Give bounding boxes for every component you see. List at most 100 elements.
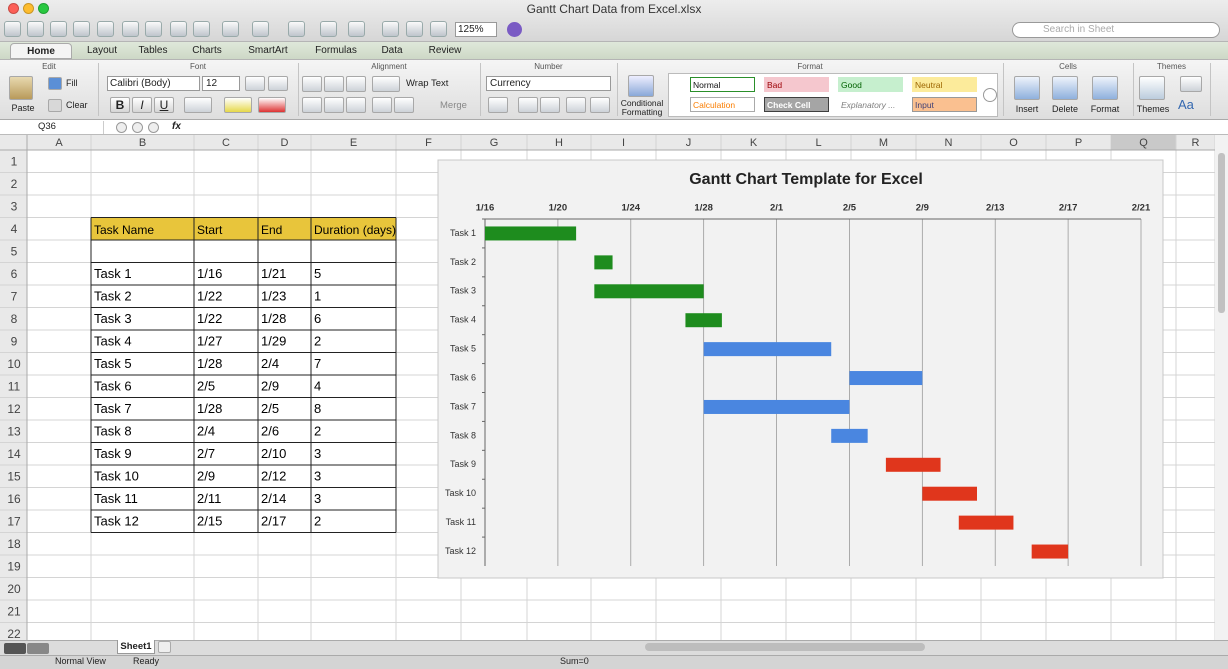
cell-style[interactable]: Neutral — [912, 77, 977, 92]
ribbon-tab[interactable]: Home — [10, 43, 72, 59]
toolbar-icon[interactable] — [288, 21, 305, 37]
ribbon-icon[interactable] — [372, 97, 392, 113]
y-tick-label: Task 11 — [446, 517, 476, 527]
number-format[interactable]: Currency — [486, 76, 611, 91]
ribbon-icon[interactable] — [566, 97, 586, 113]
search-box[interactable]: Search in Sheet — [1012, 22, 1220, 38]
zoom-box[interactable]: 125% — [455, 22, 497, 37]
ribbon-icon[interactable] — [1014, 76, 1040, 100]
gantt-bar — [958, 515, 1014, 530]
ribbon-tab[interactable]: Data — [381, 45, 403, 56]
toolbar-icon[interactable] — [430, 21, 447, 37]
ribbon-label[interactable]: Clear — [66, 100, 88, 110]
ribbon-icon[interactable] — [518, 97, 538, 113]
window-button[interactable] — [8, 3, 19, 14]
toolbar-icon[interactable] — [252, 21, 269, 37]
ribbon-tab[interactable]: Formulas — [315, 45, 357, 56]
toolbar-icon[interactable] — [320, 21, 337, 37]
ribbon-icon[interactable] — [346, 76, 366, 92]
fx-label[interactable]: fx — [172, 121, 181, 132]
ribbon-icon[interactable] — [224, 97, 252, 113]
ribbon-icon[interactable] — [48, 77, 62, 90]
ribbon-label[interactable]: Paste — [11, 103, 35, 113]
ribbon-icon[interactable] — [184, 97, 212, 113]
ribbon-group-label: Themes — [1157, 62, 1186, 71]
ribbon-tab[interactable]: SmartArt — [248, 45, 288, 56]
toolbar-icon[interactable] — [406, 21, 423, 37]
ribbon-label[interactable]: Insert — [1015, 104, 1039, 114]
formula-icon[interactable] — [132, 122, 143, 133]
font-style-button[interactable]: U — [154, 97, 174, 113]
cell-style[interactable]: Calculation — [690, 97, 755, 112]
ribbon-tab[interactable]: Tables — [138, 45, 168, 56]
cell-style[interactable]: Explanatory ... — [838, 97, 903, 112]
ribbon-icon[interactable] — [540, 97, 560, 113]
ribbon-label[interactable]: Merge — [440, 100, 467, 111]
help-icon[interactable] — [507, 22, 522, 37]
ribbon-icon[interactable] — [302, 97, 322, 113]
ribbon-icon[interactable] — [48, 99, 62, 112]
ribbon-label[interactable]: Wrap Text — [406, 78, 449, 89]
ribbon-icon[interactable] — [346, 97, 366, 113]
font-style-button[interactable]: B — [110, 97, 130, 113]
ribbon-icon[interactable] — [324, 76, 344, 92]
toolbar-icon[interactable] — [122, 21, 139, 37]
toolbar-icon[interactable] — [222, 21, 239, 37]
gallery-arrow[interactable] — [983, 88, 997, 102]
cell-style[interactable]: Good — [838, 77, 903, 92]
toolbar-icon[interactable] — [73, 21, 90, 37]
toolbar-icon[interactable] — [348, 21, 365, 37]
ribbon-icon[interactable] — [324, 97, 344, 113]
ribbon-icon[interactable] — [302, 76, 322, 92]
ribbon-label[interactable]: Themes — [1136, 104, 1170, 114]
formula-icon[interactable] — [116, 122, 127, 133]
ribbon-tab[interactable]: Layout — [86, 45, 118, 56]
ribbon-icon[interactable] — [268, 76, 288, 91]
column-header: F — [425, 137, 432, 149]
toolbar-icon[interactable] — [4, 21, 21, 37]
cell-style[interactable]: Normal — [690, 77, 755, 92]
ribbon-icon[interactable] — [372, 76, 400, 92]
ribbon-icon[interactable] — [9, 76, 33, 100]
toolbar-icon[interactable] — [27, 21, 44, 37]
ribbon-icon[interactable] — [590, 97, 610, 113]
toolbar-icon[interactable] — [50, 21, 67, 37]
ribbon-icon[interactable] — [245, 76, 265, 91]
ribbon-icon[interactable] — [258, 97, 286, 113]
ribbon-icon[interactable] — [1180, 76, 1202, 92]
view-button[interactable] — [4, 643, 26, 654]
toolbar-icon[interactable] — [145, 21, 162, 37]
ribbon-label[interactable]: Delete — [1051, 104, 1078, 114]
window-button[interactable] — [23, 3, 34, 14]
ribbon-label[interactable]: Aa — [1178, 97, 1194, 112]
cell-style[interactable]: Check Cell — [764, 97, 829, 112]
formula-icon[interactable] — [148, 122, 159, 133]
ribbon-tab[interactable]: Charts — [192, 45, 222, 56]
horizontal-scrollbar[interactable] — [645, 643, 925, 651]
view-button[interactable] — [27, 643, 49, 654]
name-box[interactable]: Q36 — [28, 121, 104, 134]
font-size[interactable]: 12 — [202, 76, 240, 91]
window-button[interactable] — [38, 3, 49, 14]
sheet-tab[interactable]: Sheet1 — [117, 640, 155, 654]
ribbon-label[interactable]: Conditional Formatting — [620, 98, 664, 117]
toolbar-icon[interactable] — [193, 21, 210, 37]
ribbon-icon[interactable] — [1092, 76, 1118, 100]
ribbon-icon[interactable] — [1139, 76, 1165, 100]
ribbon-tab[interactable]: Review — [428, 45, 462, 56]
font-style-button[interactable]: I — [132, 97, 152, 113]
add-sheet[interactable] — [158, 641, 171, 653]
ribbon-icon[interactable] — [394, 97, 414, 113]
font-name[interactable]: Calibri (Body) — [107, 76, 200, 91]
cell-style[interactable]: Input — [912, 97, 977, 112]
toolbar-icon[interactable] — [97, 21, 114, 37]
ribbon-icon[interactable] — [628, 75, 654, 97]
toolbar-icon[interactable] — [170, 21, 187, 37]
toolbar-icon[interactable] — [382, 21, 399, 37]
cell-style[interactable]: Bad — [764, 77, 829, 92]
ribbon-icon[interactable] — [488, 97, 508, 113]
ribbon-label[interactable]: Format — [1090, 104, 1120, 114]
table-cell: Task 5 — [94, 356, 132, 371]
ribbon-label[interactable]: Fill — [66, 78, 78, 88]
ribbon-icon[interactable] — [1052, 76, 1078, 100]
